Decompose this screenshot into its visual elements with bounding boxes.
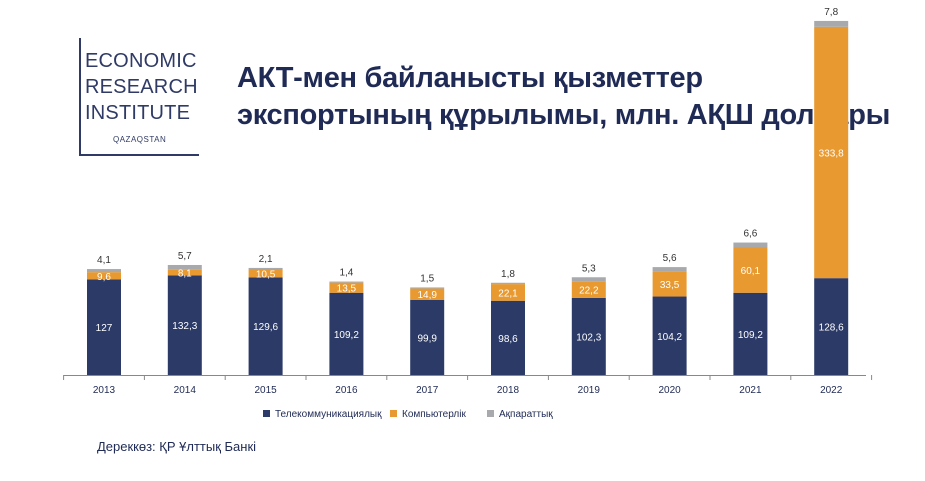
- bar-info: [814, 20, 849, 27]
- legend-info-swatch: [487, 410, 494, 417]
- bar-info: [167, 264, 202, 270]
- bar-telecom: [652, 296, 687, 375]
- bar-computer: [87, 272, 121, 280]
- bar-telecom: [248, 277, 283, 375]
- x-tick-label: 2022: [820, 385, 843, 396]
- x-tick-label: 2021: [739, 385, 762, 396]
- legend-telecom-swatch: [263, 410, 270, 417]
- data-label-telecom: 102,3: [576, 332, 601, 343]
- bar-info: [410, 287, 445, 289]
- x-tick-label: 2018: [497, 385, 520, 396]
- data-label-computer: 22,1: [498, 288, 518, 299]
- legend-telecom-label: Телекоммуникациялық: [275, 409, 382, 420]
- bar-computer: [410, 288, 445, 300]
- logo-line-research: RESEARCH: [85, 76, 198, 98]
- data-label-info: 7,8: [824, 7, 838, 18]
- chart-title: АКТ-мен байланысты қызметтер экспортының…: [237, 60, 890, 134]
- data-label-telecom: 109,2: [334, 330, 359, 341]
- bar-telecom: [167, 275, 202, 375]
- data-label-telecom: 128,6: [819, 323, 844, 334]
- data-label-telecom: 109,2: [738, 330, 763, 341]
- data-label-computer: 333,8: [819, 148, 844, 159]
- bar-info: [571, 277, 606, 282]
- bar-computer: [733, 247, 768, 293]
- legend-info-label: Ақпараттық: [499, 409, 553, 420]
- data-label-computer: 60,1: [741, 266, 761, 277]
- bar-telecom: [329, 292, 364, 375]
- x-tick-label: 2019: [578, 385, 601, 396]
- data-label-info: 5,3: [582, 263, 596, 274]
- data-label-telecom: 104,2: [657, 332, 682, 343]
- bar-computer: [491, 284, 525, 301]
- data-label-info: 1,8: [501, 269, 515, 280]
- legend-computer-swatch: [390, 410, 397, 417]
- bar-computer: [329, 282, 364, 293]
- data-label-info: 1,5: [420, 273, 434, 284]
- data-label-computer: 10,5: [256, 269, 276, 280]
- data-label-telecom: 98,6: [498, 334, 518, 345]
- data-label-computer: 9,6: [97, 272, 111, 283]
- bar-computer: [652, 271, 687, 297]
- data-label-computer: 33,5: [660, 280, 680, 291]
- logo-line-institute: INSTITUTE: [85, 102, 191, 124]
- data-label-computer: 14,9: [417, 290, 437, 301]
- legend-computer-label: Компьютерлік: [402, 409, 466, 420]
- bar-telecom: [410, 299, 445, 375]
- bar-info: [733, 242, 768, 248]
- data-label-info: 5,6: [663, 253, 677, 264]
- data-label-telecom: 132,3: [172, 321, 197, 332]
- bar-info: [491, 282, 525, 285]
- chart-title-line-2: экспортының құрылымы, млн. АҚШ доллары: [237, 99, 891, 131]
- bar-info: [87, 269, 121, 273]
- chart-title-line-1: АКТ-мен байланысты қызметтер: [237, 62, 703, 94]
- bar-computer: [248, 269, 283, 278]
- bar-telecom: [814, 278, 849, 375]
- data-label-telecom: 127: [96, 323, 113, 334]
- data-label-info: 1,4: [339, 268, 353, 279]
- bar-telecom: [571, 297, 606, 375]
- data-label-computer: 8,1: [178, 268, 192, 279]
- x-tick-label: 2015: [254, 385, 277, 396]
- x-tick-label: 2016: [335, 385, 358, 396]
- data-label-info: 5,7: [178, 251, 192, 262]
- x-tick-label: 2014: [174, 385, 197, 396]
- data-label-computer: 22,2: [579, 286, 599, 297]
- logo-line-qazaqstan: QAZAQSTAN: [113, 135, 167, 144]
- bar-info: [652, 267, 687, 272]
- bar-info: [329, 281, 364, 283]
- bar-computer: [814, 26, 849, 279]
- data-label-info: 2,1: [259, 254, 273, 265]
- bar-info: [248, 267, 283, 270]
- bar-telecom: [87, 279, 121, 375]
- data-label-computer: 13,5: [337, 284, 357, 295]
- bar-telecom: [491, 300, 525, 375]
- logo: ECONOMIC RESEARCH INSTITUTE QAZAQSTAN: [79, 38, 199, 156]
- logo-line-economic: ECONOMIC: [85, 50, 197, 72]
- bar-computer: [571, 281, 606, 298]
- bar-telecom: [733, 292, 768, 375]
- x-tick-label: 2017: [416, 385, 439, 396]
- x-tick-label: 2013: [93, 385, 116, 396]
- data-label-info: 6,6: [743, 229, 757, 240]
- source-note: Дереккөз: ҚР Ұлттық Банкі: [97, 439, 257, 454]
- data-label-telecom: 129,6: [253, 322, 278, 333]
- data-label-info: 4,1: [97, 255, 111, 266]
- data-label-telecom: 99,9: [417, 333, 437, 344]
- bar-computer: [167, 269, 202, 276]
- x-tick-label: 2020: [658, 385, 681, 396]
